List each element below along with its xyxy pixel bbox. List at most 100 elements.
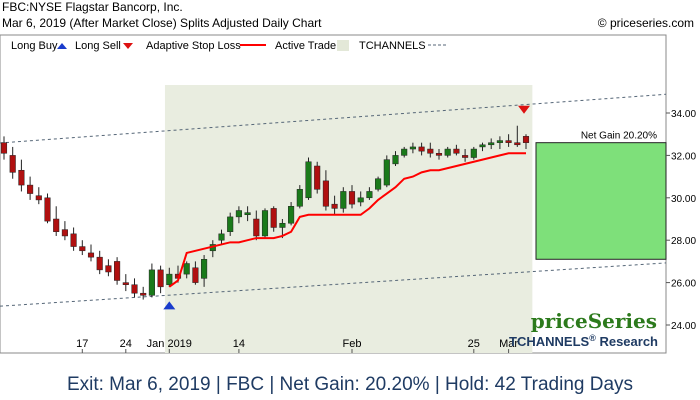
long-buy-icon [57, 43, 67, 49]
candle [166, 267, 173, 287]
x-tick-label: 17 [76, 338, 88, 350]
candle [427, 142, 434, 158]
legend-long-sell: Long Sell [75, 40, 121, 52]
candle-body [401, 148, 408, 156]
candle [470, 146, 477, 160]
candle [35, 187, 42, 205]
candle-body [244, 212, 251, 216]
candle-body [296, 189, 303, 207]
candle [270, 206, 277, 232]
research-watermark-reg: ® [589, 333, 596, 343]
candle-body [366, 191, 373, 199]
candle-body [462, 155, 469, 158]
candle [331, 195, 338, 215]
legend-active-trade: Active Trade [275, 40, 336, 52]
candle-body [70, 233, 77, 247]
candle [322, 170, 329, 211]
candle-body [314, 165, 321, 190]
candle-body [427, 148, 434, 154]
candle-body [192, 267, 199, 283]
candle [514, 125, 521, 147]
research-watermark-name: TCHANNELS [509, 334, 589, 349]
candle [0, 136, 8, 160]
candle [9, 146, 16, 179]
candle-body [122, 282, 129, 285]
y-tick-label: 24.00 [671, 321, 696, 332]
candle [218, 229, 225, 245]
candle-body [470, 148, 477, 158]
candle-body [235, 210, 242, 218]
research-watermark: TCHANNELS® Research [509, 333, 658, 349]
long-sell-icon [123, 43, 133, 49]
trade-markers [163, 105, 530, 310]
candle-body [148, 269, 155, 296]
candle [305, 157, 312, 200]
active-trade-rect [164, 85, 533, 353]
candle-body [105, 265, 112, 273]
candle-body [35, 195, 42, 201]
candle [61, 221, 68, 241]
candle-body [453, 148, 460, 154]
y-tick-label: 34.00 [671, 109, 696, 120]
candle-body [0, 142, 8, 154]
candle [131, 278, 138, 298]
candle-body [18, 169, 25, 186]
candle [348, 185, 356, 209]
candle [227, 212, 234, 236]
candle-body [79, 246, 86, 252]
candle [462, 149, 469, 162]
candle-body [305, 161, 312, 199]
candle-body [131, 284, 138, 294]
candle-body [140, 292, 147, 296]
x-tick-label: Jan 2019 [147, 338, 192, 350]
candle-body [261, 210, 269, 237]
candle-body [375, 178, 382, 190]
candle-body [44, 197, 51, 222]
candle-body [183, 263, 190, 275]
research-watermark-suffix: Research [596, 334, 658, 349]
candle-body [331, 203, 338, 209]
candle [114, 257, 121, 285]
legend-long-buy: Long Buy [11, 40, 58, 52]
brand-watermark: priceSeries [531, 309, 657, 333]
candle-body [9, 155, 16, 173]
candle-body [409, 146, 416, 150]
candle [201, 255, 208, 287]
candle-body [488, 142, 495, 146]
candle [192, 261, 199, 285]
candle [444, 146, 451, 158]
candle [235, 206, 242, 224]
candle-body [479, 144, 486, 148]
active-trade-zone [164, 85, 533, 353]
candle [244, 206, 251, 222]
candle [53, 206, 60, 236]
y-tick-label: 26.00 [671, 279, 696, 290]
x-tick-label: 24 [120, 338, 132, 350]
candle [383, 155, 390, 188]
trade-summary-footer: Exit: Mar 6, 2019 | FBC | Net Gain: 20.2… [0, 369, 700, 400]
candle [18, 159, 25, 192]
candle-body [61, 229, 68, 237]
candle-body [218, 233, 225, 241]
candle [253, 210, 260, 241]
candle [27, 176, 34, 200]
candle [488, 138, 495, 150]
x-axis: 17 24 Jan 2019 14 Feb 25 Mar [76, 338, 518, 353]
candle [401, 146, 408, 158]
candle-body [514, 142, 521, 146]
net-gain-box [535, 142, 667, 260]
adaptive-stop-line [168, 152, 526, 288]
copyright-text: © priceseries.com [597, 16, 694, 30]
x-tick-label: Mar [499, 338, 518, 350]
candle-body [87, 252, 95, 258]
y-tick-label: 30.00 [671, 194, 696, 205]
y-tick-label: 32.00 [671, 151, 696, 162]
candle-body [496, 140, 503, 143]
candle [479, 142, 486, 152]
candle-body [166, 273, 173, 285]
legend-bar [1, 36, 665, 54]
candle-body [340, 191, 347, 209]
candle [183, 261, 190, 279]
candle-body [383, 159, 390, 186]
candle [44, 193, 51, 224]
